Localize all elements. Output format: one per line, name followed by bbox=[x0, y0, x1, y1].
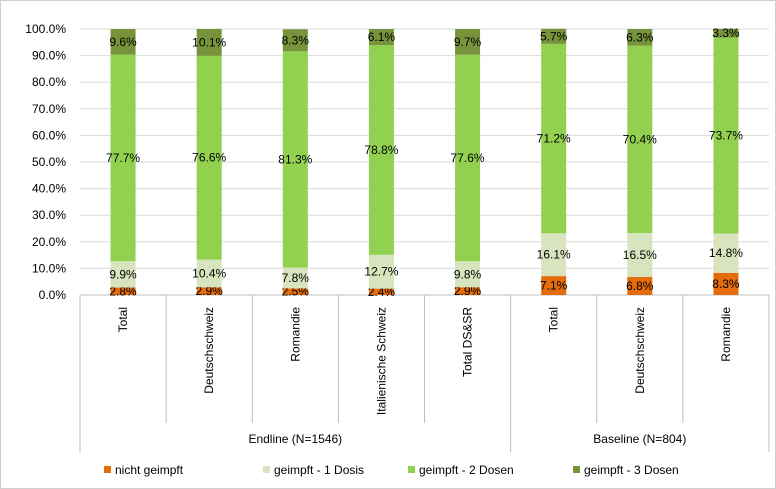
data-label: 6.8% bbox=[626, 279, 654, 293]
category-label: Italienische Schweiz bbox=[374, 307, 388, 415]
bar-segment bbox=[282, 288, 308, 295]
bar-segment bbox=[368, 288, 394, 295]
bar-segment bbox=[110, 287, 136, 295]
bar-segment bbox=[541, 276, 567, 295]
bar-segment bbox=[368, 254, 394, 289]
bar-segment bbox=[541, 233, 567, 277]
data-label: 70.4% bbox=[623, 132, 657, 146]
legend-swatch bbox=[573, 466, 580, 473]
bar-segment bbox=[196, 259, 222, 288]
y-tick-label: 0.0% bbox=[39, 288, 67, 302]
category-label: Deutschschweiz bbox=[633, 307, 647, 394]
bar-segment bbox=[110, 29, 136, 55]
legend-label: geimpft - 3 Dosen bbox=[584, 463, 679, 477]
y-tick-label: 90.0% bbox=[32, 49, 66, 63]
legend-swatch bbox=[263, 466, 270, 473]
category-label: Romandie bbox=[719, 307, 733, 362]
y-tick-label: 20.0% bbox=[32, 235, 66, 249]
data-label: 10.4% bbox=[192, 266, 226, 280]
category-label: Total bbox=[116, 307, 130, 332]
data-label: 12.7% bbox=[364, 265, 398, 279]
bar-segment bbox=[368, 29, 394, 46]
group-label: Endline (N=1546) bbox=[248, 432, 342, 446]
y-tick-label: 80.0% bbox=[32, 75, 66, 89]
bar-segment bbox=[541, 28, 567, 44]
data-label: 16.5% bbox=[623, 248, 657, 262]
bar-segment bbox=[282, 267, 308, 289]
data-label: 9.8% bbox=[454, 267, 482, 281]
data-label: 14.8% bbox=[709, 246, 743, 260]
data-label: 16.1% bbox=[537, 248, 571, 262]
bar-segment bbox=[368, 45, 394, 255]
data-label: 5.7% bbox=[540, 29, 568, 43]
y-tick-label: 40.0% bbox=[32, 182, 66, 196]
bar-segment bbox=[196, 29, 222, 56]
category-label: Total DS&SR bbox=[461, 307, 475, 377]
data-label: 2.9% bbox=[196, 284, 224, 298]
bar-segment bbox=[627, 233, 653, 277]
y-tick-label: 100.0% bbox=[25, 22, 66, 36]
bar-segment bbox=[282, 51, 308, 268]
data-label: 77.6% bbox=[451, 151, 485, 165]
data-label: 9.7% bbox=[454, 35, 482, 49]
bar-segment bbox=[455, 261, 481, 288]
bar-segment bbox=[455, 54, 481, 262]
y-tick-label: 50.0% bbox=[32, 155, 66, 169]
data-label: 9.9% bbox=[109, 267, 137, 281]
legend-swatch bbox=[408, 466, 415, 473]
data-label: 9.6% bbox=[109, 35, 137, 49]
y-tick-label: 10.0% bbox=[32, 261, 66, 275]
bar-segment bbox=[282, 29, 308, 52]
bar-segment bbox=[541, 43, 567, 234]
category-label: Romandie bbox=[288, 307, 302, 362]
data-label: 6.3% bbox=[626, 30, 654, 44]
bar-segment bbox=[713, 37, 739, 234]
y-tick-label: 70.0% bbox=[32, 102, 66, 116]
bar-segment bbox=[196, 287, 222, 295]
bar-segment bbox=[110, 54, 136, 262]
bar-segment bbox=[627, 45, 653, 234]
data-label: 71.2% bbox=[537, 132, 571, 146]
bar-segment bbox=[455, 287, 481, 295]
data-label: 7.1% bbox=[540, 279, 568, 293]
data-label: 8.3% bbox=[712, 277, 740, 291]
bar-segment bbox=[110, 261, 136, 288]
bar-segment bbox=[455, 29, 481, 55]
legend-label: geimpft - 2 Dosen bbox=[419, 463, 514, 477]
category-label: Deutschschweiz bbox=[202, 307, 216, 394]
data-label: 8.3% bbox=[282, 33, 310, 47]
legend-label: geimpft - 1 Dosis bbox=[274, 463, 364, 477]
data-label: 10.1% bbox=[192, 35, 226, 49]
data-label: 81.3% bbox=[278, 152, 312, 166]
data-label: 78.8% bbox=[364, 143, 398, 157]
data-label: 76.6% bbox=[192, 151, 226, 165]
data-label: 6.1% bbox=[368, 30, 396, 44]
bar-segment bbox=[627, 276, 653, 295]
bar-segment bbox=[713, 28, 739, 38]
data-label: 77.7% bbox=[106, 151, 140, 165]
bar-segment bbox=[196, 55, 222, 260]
data-label: 73.7% bbox=[709, 129, 743, 143]
bar-segment bbox=[713, 272, 739, 295]
data-label: 7.8% bbox=[282, 271, 310, 285]
bar-segment bbox=[713, 233, 739, 273]
legend-label: nicht geimpft bbox=[115, 463, 184, 477]
y-tick-label: 30.0% bbox=[32, 208, 66, 222]
legend-swatch bbox=[104, 466, 111, 473]
data-label: 3.3% bbox=[712, 26, 740, 40]
data-label: 2.8% bbox=[109, 284, 137, 298]
data-label: 2.9% bbox=[454, 284, 482, 298]
category-label: Total bbox=[547, 307, 561, 332]
y-tick-label: 60.0% bbox=[32, 128, 66, 142]
bar-segment bbox=[627, 29, 653, 46]
group-label: Baseline (N=804) bbox=[593, 432, 686, 446]
